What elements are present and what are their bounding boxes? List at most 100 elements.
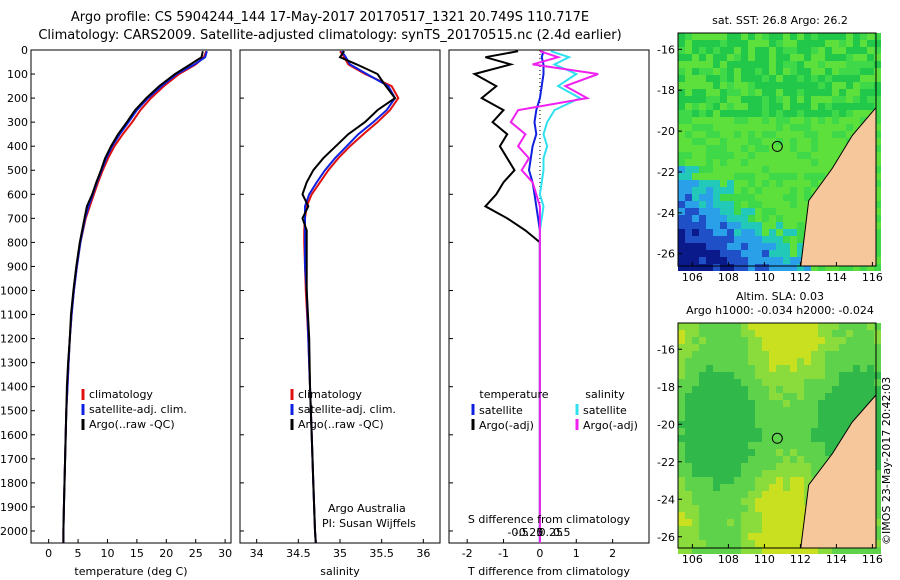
- sla_map-cell: [804, 330, 811, 337]
- sst_map-cell: [678, 166, 685, 173]
- sla_map-cell: [776, 540, 783, 547]
- sst_map-cell: [769, 33, 776, 40]
- sst_map-cell: [755, 131, 762, 138]
- difference-series-3: [509, 50, 599, 543]
- sla_map-cell: [713, 393, 720, 400]
- sst_map-cell: [860, 68, 867, 75]
- sst_map-cell: [783, 61, 790, 68]
- sst_map-cell: [741, 89, 748, 96]
- sla_map-cell: [685, 386, 692, 393]
- sst_map-cell: [874, 103, 881, 110]
- sst_map-cell: [685, 124, 692, 131]
- sst_map-cell: [727, 222, 734, 229]
- sst_map-cell: [818, 138, 825, 145]
- sla_map-cell: [692, 519, 699, 526]
- sla_map-cell: [825, 365, 832, 372]
- sst_map-cell: [720, 82, 727, 89]
- sst_map-cell: [699, 222, 706, 229]
- sst_map-cell: [853, 75, 860, 82]
- sst_map-cell: [685, 222, 692, 229]
- sst_map-cell: [692, 103, 699, 110]
- sst_map-cell: [706, 236, 713, 243]
- sla_map-cell: [720, 344, 727, 351]
- sla_map-cell: [776, 512, 783, 519]
- sla_map-cell: [713, 323, 720, 330]
- sla_map-cell: [720, 421, 727, 428]
- sst_map-cell: [741, 229, 748, 236]
- sla_map-cell: [678, 540, 685, 547]
- sst_map-cell: [860, 54, 867, 61]
- sla_map-cell: [741, 477, 748, 484]
- sla_map-cell: [769, 526, 776, 533]
- sla_map-cell: [867, 344, 874, 351]
- sla_map-cell: [769, 449, 776, 456]
- sst_map-cell: [853, 117, 860, 124]
- sst_map-cell: [811, 131, 818, 138]
- sst_map-cell: [832, 145, 839, 152]
- sla_map-cell: [797, 428, 804, 435]
- sla_map-cell: [685, 358, 692, 365]
- sla_map-cell: [755, 519, 762, 526]
- sla-map-title-1: Altim. SLA: 0.03: [735, 290, 825, 303]
- sla_map-cell: [762, 477, 769, 484]
- sst_map-cell: [741, 222, 748, 229]
- argo-australia-label: Argo Australia: [328, 502, 406, 515]
- sst_map-cell: [762, 82, 769, 89]
- sla_map-cell: [797, 547, 804, 554]
- sla_map-cell: [685, 393, 692, 400]
- sst_map-cell: [713, 96, 720, 103]
- sla_map-cell: [860, 337, 867, 344]
- sla_map-cell: [685, 344, 692, 351]
- sst_map-cell: [748, 180, 755, 187]
- sst_map-cell: [769, 117, 776, 124]
- sla_map-cell: [818, 365, 825, 372]
- sla_map-cell: [685, 519, 692, 526]
- sst_map-cell: [776, 180, 783, 187]
- sst_map-cell: [692, 166, 699, 173]
- sst_map-cell: [804, 110, 811, 117]
- salinity-diff-tick-label: 0.5: [553, 526, 571, 539]
- salinity-series-climatology: [303, 50, 400, 544]
- sla_map-cell: [734, 351, 741, 358]
- sst_map-cell: [748, 187, 755, 194]
- sst_map-cell: [867, 33, 874, 40]
- sla_map-cell: [762, 533, 769, 540]
- sst_map-cell: [706, 187, 713, 194]
- sla_map-cell: [713, 351, 720, 358]
- sla_map-cell: [762, 379, 769, 386]
- sla_map-cell: [692, 449, 699, 456]
- sst_map-cell: [825, 103, 832, 110]
- sla_map-cell: [748, 470, 755, 477]
- sla_map-cell: [874, 477, 881, 484]
- sst_map-cell: [797, 89, 804, 96]
- sla_map-cell: [769, 533, 776, 540]
- sst_map-cell: [734, 89, 741, 96]
- sst_map-cell: [699, 68, 706, 75]
- sla_map-cell: [741, 540, 748, 547]
- sla_map-cell: [790, 540, 797, 547]
- salinity-diff-tick-label: 0.25: [539, 526, 564, 539]
- sla_map-cell: [818, 414, 825, 421]
- sst_map-cell: [699, 166, 706, 173]
- sst_map-cell: [776, 250, 783, 257]
- sla_map-cell: [678, 393, 685, 400]
- sst_map-cell: [678, 194, 685, 201]
- sla_map-cell: [776, 365, 783, 372]
- sla_map-cell: [825, 337, 832, 344]
- sla_map-cell: [692, 421, 699, 428]
- sla_map-cell: [755, 477, 762, 484]
- sla_map-cell: [825, 330, 832, 337]
- sla_map-cell: [727, 428, 734, 435]
- sst_map-cell: [706, 33, 713, 40]
- sla_map-cell: [811, 365, 818, 372]
- sla_map-cell: [678, 526, 685, 533]
- sla_map-cell: [692, 379, 699, 386]
- sla_map-cell: [776, 393, 783, 400]
- sla_map-cell: [797, 463, 804, 470]
- salinity-x-axis-label: salinity: [320, 565, 360, 578]
- sst_map-cell: [804, 187, 811, 194]
- sla_map-cell: [699, 400, 706, 407]
- sla_map-cell: [797, 358, 804, 365]
- sst_map-cell: [734, 159, 741, 166]
- sla_map-cell: [755, 428, 762, 435]
